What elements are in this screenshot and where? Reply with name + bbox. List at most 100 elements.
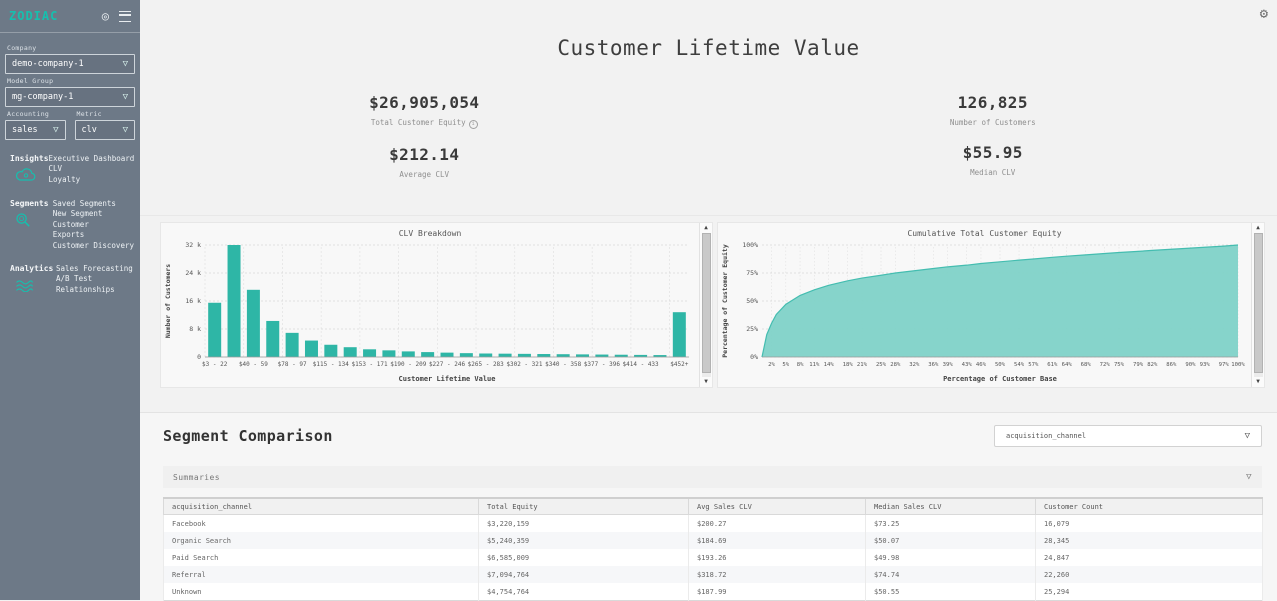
- segment-attribute-value: acquisition_channel: [1006, 432, 1086, 440]
- svg-text:16 k: 16 k: [185, 297, 201, 305]
- sidebar-item-customer[interactable]: Customer: [53, 220, 134, 230]
- svg-text:$227 - 246: $227 - 246: [429, 361, 466, 368]
- column-header-avg-sales-clv[interactable]: Avg Sales CLV: [689, 498, 866, 515]
- summaries-bar[interactable]: Summaries ▽: [163, 466, 1262, 488]
- scroll-down-icon[interactable]: ▼: [1256, 378, 1260, 386]
- cell-value: $49.98: [866, 549, 1036, 566]
- svg-text:100%: 100%: [742, 241, 758, 249]
- waves-icon: [15, 277, 56, 296]
- chart-scrollbar[interactable]: ▲ ▼: [699, 223, 712, 387]
- gear-icon[interactable]: ⚙: [1260, 7, 1268, 21]
- sidebar-item-sales-forecasting[interactable]: Sales Forecasting: [56, 264, 134, 274]
- scrollbar-thumb[interactable]: [702, 233, 711, 373]
- svg-text:72%: 72%: [1100, 362, 1111, 368]
- svg-text:93%: 93%: [1200, 362, 1211, 368]
- svg-text:50%: 50%: [995, 362, 1006, 368]
- svg-text:64%: 64%: [1062, 362, 1073, 368]
- svg-text:82%: 82%: [1147, 362, 1158, 368]
- svg-text:36%: 36%: [928, 362, 939, 368]
- sidebar-item-exports[interactable]: Exports: [53, 230, 134, 240]
- svg-text:57%: 57%: [1028, 362, 1039, 368]
- cell-value: $187.99: [689, 583, 866, 601]
- cell-value: $7,094,764: [479, 566, 689, 583]
- column-header-total-equity[interactable]: Total Equity: [479, 498, 689, 515]
- section-title: Segments: [10, 199, 53, 208]
- sidebar-header: ZODIAC ◎: [0, 0, 140, 33]
- scrollbar-track[interactable]: [702, 233, 711, 377]
- sidebar-item-clv[interactable]: CLV: [49, 164, 135, 174]
- segment-comparison-section: Segment Comparison acquisition_channel ▽…: [140, 412, 1277, 601]
- cell-value: $200.27: [689, 515, 866, 533]
- chart-scrollbar[interactable]: ▲ ▼: [1251, 223, 1264, 387]
- svg-text:100%: 100%: [1231, 362, 1245, 368]
- svg-text:24 k: 24 k: [185, 269, 201, 277]
- svg-text:50%: 50%: [746, 297, 758, 305]
- cumulative-equity-chart: Cumulative Total Customer Equity 2%5%8%1…: [718, 223, 1251, 387]
- sidebar-item-executive-dashboard[interactable]: Executive Dashboard: [49, 154, 135, 164]
- company-select[interactable]: demo-company-1 ▽: [5, 54, 135, 74]
- eye-icon[interactable]: ◎: [102, 9, 109, 23]
- svg-text:$40 - 59: $40 - 59: [239, 361, 268, 368]
- sidebar-filters: Company demo-company-1 ▽ Model Group mg-…: [0, 33, 140, 142]
- metric-value: 126,825: [950, 93, 1036, 112]
- scroll-up-icon[interactable]: ▲: [704, 224, 708, 232]
- sidebar-item-loyalty[interactable]: Loyalty: [49, 175, 135, 185]
- page-title: Customer Lifetime Value: [140, 36, 1277, 60]
- column-header-median-sales-clv[interactable]: Median Sales CLV: [866, 498, 1036, 515]
- accounting-label: Accounting: [7, 110, 64, 118]
- cell-value: $184.69: [689, 532, 866, 549]
- cell-value: 22,260: [1036, 566, 1263, 583]
- svg-text:$115 - 134: $115 - 134: [313, 361, 350, 368]
- svg-text:$78 - 97: $78 - 97: [278, 361, 307, 368]
- menu-icon[interactable]: [119, 11, 131, 22]
- section-title: Insights: [10, 154, 49, 163]
- cell-value: $50.07: [866, 532, 1036, 549]
- column-header-acquisition-channel[interactable]: acquisition_channel: [164, 498, 479, 515]
- svg-text:$377 - 396: $377 - 396: [584, 361, 621, 368]
- chevron-down-icon: ▽: [123, 93, 128, 102]
- accounting-select[interactable]: sales ▽: [5, 120, 66, 140]
- svg-text:Customer Lifetime Value: Customer Lifetime Value: [399, 375, 496, 383]
- metric-label: Number of Customers: [950, 118, 1036, 127]
- info-icon[interactable]: i: [469, 120, 478, 129]
- svg-text:90%: 90%: [1185, 362, 1196, 368]
- svg-text:$414 - 433: $414 - 433: [623, 361, 660, 368]
- scroll-down-icon[interactable]: ▼: [704, 378, 708, 386]
- chevron-down-icon: ▽: [123, 60, 128, 69]
- svg-text:11%: 11%: [809, 362, 820, 368]
- cell-value: 24,847: [1036, 549, 1263, 566]
- svg-text:61%: 61%: [1047, 362, 1058, 368]
- scrollbar-track[interactable]: [1254, 233, 1263, 377]
- sidebar-item-customer-discovery[interactable]: Customer Discovery: [53, 241, 134, 251]
- svg-text:$452+: $452+: [670, 361, 688, 368]
- sidebar-item-relationships[interactable]: Relationships: [56, 285, 134, 295]
- cell-value: $4,754,764: [479, 583, 689, 601]
- column-header-customer-count[interactable]: Customer Count: [1036, 498, 1263, 515]
- svg-text:0%: 0%: [750, 353, 758, 361]
- sidebar-item-saved-segments[interactable]: Saved Segments: [53, 199, 134, 209]
- segment-attribute-select[interactable]: acquisition_channel ▽: [994, 425, 1262, 447]
- metric-value: $26,905,054: [369, 93, 479, 112]
- metric-label: Metric: [77, 110, 134, 118]
- metric-select[interactable]: clv ▽: [75, 120, 136, 140]
- model-group-select[interactable]: mg-company-1 ▽: [5, 87, 135, 107]
- chart-title: CLV Breakdown: [161, 229, 699, 238]
- cell-segment-name: Facebook: [164, 515, 479, 533]
- scrollbar-thumb[interactable]: [1254, 233, 1263, 373]
- sidebar-item-a-b-test[interactable]: A/B Test: [56, 274, 134, 284]
- svg-text:21%: 21%: [857, 362, 868, 368]
- svg-text:75%: 75%: [1114, 362, 1125, 368]
- svg-text:32 k: 32 k: [185, 241, 201, 249]
- chevron-down-icon: ▽: [123, 126, 128, 135]
- sidebar-item-new-segment[interactable]: New Segment: [53, 209, 134, 219]
- svg-text:Number of Customers: Number of Customers: [164, 264, 172, 338]
- scroll-up-icon[interactable]: ▲: [1256, 224, 1260, 232]
